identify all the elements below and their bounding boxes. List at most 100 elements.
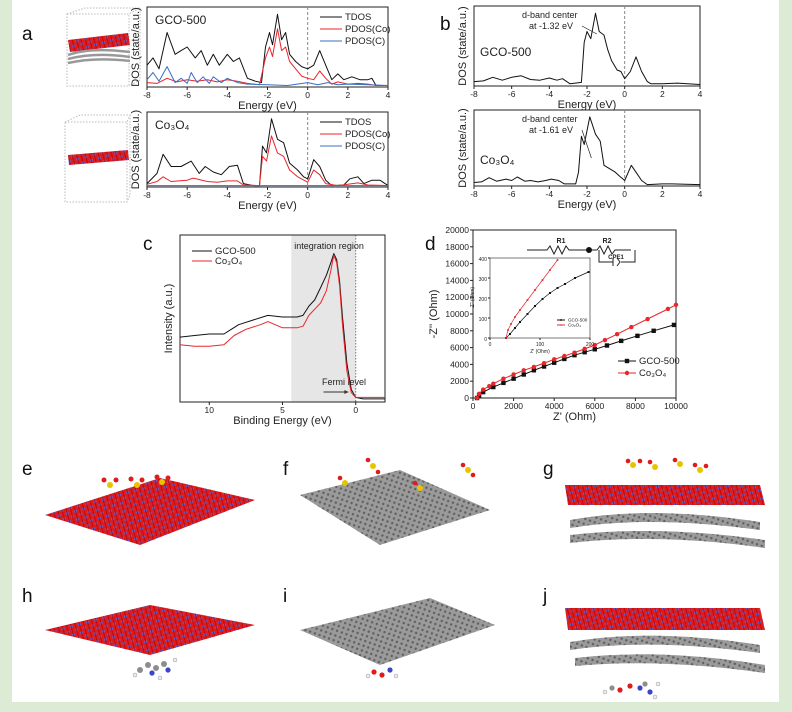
- data-point-circle: [572, 350, 577, 355]
- data-point-circle: [645, 316, 650, 322]
- y-axis-title: Intensity (a.u.): [163, 284, 175, 354]
- x-tick-label: -8: [470, 89, 478, 99]
- y-tick-label: 400: [479, 257, 488, 263]
- x-tick-label: 0: [353, 405, 358, 415]
- data-point-circle: [541, 279, 544, 281]
- x-tick-label: -8: [143, 190, 151, 200]
- y-axis-title: -Z'' (Ohm): [470, 287, 476, 310]
- sample-name-label: Co₃O₄: [480, 153, 515, 167]
- panel-label-e: e: [22, 459, 33, 480]
- sample-name-label: Co₃O₄: [155, 118, 190, 132]
- x-tick-label: 2: [660, 189, 665, 199]
- x-tick-label: -6: [508, 89, 516, 99]
- sample-name-label: GCO-500: [155, 13, 207, 27]
- d-band-center-value: at -1.32 eV: [529, 21, 573, 31]
- equivalent-circuit-diagram: [527, 244, 636, 267]
- panel-label-c: c: [143, 234, 153, 255]
- resistor-r1-label: R1: [557, 238, 566, 245]
- data-point-circle: [582, 346, 587, 352]
- data-point-square: [519, 321, 521, 323]
- data-point-square: [521, 372, 526, 377]
- data-point-square: [531, 368, 537, 373]
- data-point-square: [574, 277, 576, 279]
- legend-label: TDOS: [345, 12, 371, 23]
- y-axis-title: DOS (state/a.u.): [457, 6, 469, 85]
- y-tick-label: 8000: [450, 326, 469, 336]
- x-tick-label: 8000: [626, 401, 645, 411]
- legend-label: PDOS(C): [345, 36, 385, 47]
- data-point-square: [541, 298, 544, 300]
- data-point-circle: [629, 324, 634, 330]
- y-axis-title: -Z'' (Ohm): [428, 290, 440, 339]
- data-point-square: [509, 333, 511, 335]
- y-tick-label: 100: [479, 317, 488, 323]
- x-tick-label: 5: [280, 405, 285, 415]
- y-tick-label: 300: [479, 277, 488, 283]
- data-point-square: [618, 338, 624, 344]
- data-point-circle: [514, 316, 516, 318]
- x-axis-title: Energy (eV): [238, 200, 297, 212]
- x-tick-label: 4: [386, 90, 391, 100]
- co3o4-supercell-model: [64, 114, 131, 203]
- data-point-circle: [491, 381, 496, 386]
- panel-label-i: i: [283, 586, 287, 607]
- legend-label: PDOS(C): [345, 141, 385, 152]
- data-point-square: [491, 384, 496, 390]
- data-point-square: [501, 380, 506, 386]
- data-point-circle: [602, 337, 608, 343]
- x-tick-label: -2: [264, 90, 272, 100]
- data-point-circle: [476, 391, 482, 396]
- x-axis-title: Binding Energy (eV): [233, 415, 331, 427]
- fermi-level-label: Fermi level: [322, 377, 366, 387]
- d-band-center-value: at -1.61 eV: [529, 125, 573, 135]
- x-tick-label: 4000: [545, 401, 564, 411]
- x-tick-label: 4: [386, 190, 391, 200]
- chart-b-2: -8 -6 -4 -2 0 2 4 Energy (eV) DOS (state/a.u.) GC…: [457, 5, 703, 111]
- legend-label: PDOS(Co): [345, 129, 390, 140]
- data-point-square: [480, 389, 486, 395]
- x-axis-title: Z' (Ohm): [553, 411, 596, 423]
- x-tick-label: -2: [583, 89, 591, 99]
- data-point-square: [534, 305, 536, 307]
- y-tick-label: 20000: [445, 225, 469, 235]
- x-tick-label: 2: [345, 90, 350, 100]
- legend-marker-circle: [560, 324, 562, 326]
- plot-frame: [473, 109, 701, 187]
- data-point-square: [635, 333, 640, 339]
- data-point-circle: [665, 306, 671, 312]
- data-point-circle: [549, 269, 551, 271]
- data-point-circle: [562, 353, 567, 359]
- sample-name-label: GCO-500: [480, 45, 532, 59]
- x-tick-label: 0: [622, 189, 627, 199]
- x-tick-label: -2: [583, 189, 591, 199]
- chart-c-4: integration region Fermi level 10 5 0 Binding…: [163, 234, 386, 427]
- x-tick-label: -4: [546, 189, 554, 199]
- data-point-circle: [519, 309, 521, 311]
- data-point-square: [511, 376, 516, 381]
- chart-b-3: -8 -6 -4 -2 0 2 4 Energy (eV) DOS (state/a.u.) Co…: [457, 108, 703, 211]
- d-band-center-arrow: [581, 25, 597, 35]
- x-tick-label: -4: [224, 90, 232, 100]
- data-point-square: [514, 327, 516, 329]
- series-line-co-o-: [505, 259, 558, 339]
- data-point-square: [592, 347, 597, 352]
- chart-d-inset-6: 0 100 200 0 100 200 300 400 Z' (Ohm) -Z'' (Ohm) GC…: [470, 257, 594, 355]
- x-tick-label: 6000: [585, 401, 604, 411]
- x-tick-label: -8: [470, 189, 478, 199]
- data-point-square: [671, 322, 677, 328]
- data-point-square: [651, 328, 656, 333]
- x-axis-title: Energy (eV): [558, 199, 617, 211]
- data-point-circle: [510, 323, 512, 325]
- x-tick-label: 2: [660, 89, 665, 99]
- y-tick-label: 200: [479, 297, 488, 303]
- data-point-square: [604, 343, 610, 348]
- x-tick-label: -4: [546, 89, 554, 99]
- data-point-circle: [541, 360, 547, 366]
- x-axis-title: Energy (eV): [558, 99, 617, 111]
- data-point-circle: [474, 395, 480, 401]
- series-line-co-o-: [179, 254, 385, 398]
- legend-label: PDOS(Co): [345, 24, 390, 35]
- x-tick-label: 0: [622, 89, 627, 99]
- data-point-circle: [505, 337, 507, 339]
- data-point-square: [562, 356, 567, 362]
